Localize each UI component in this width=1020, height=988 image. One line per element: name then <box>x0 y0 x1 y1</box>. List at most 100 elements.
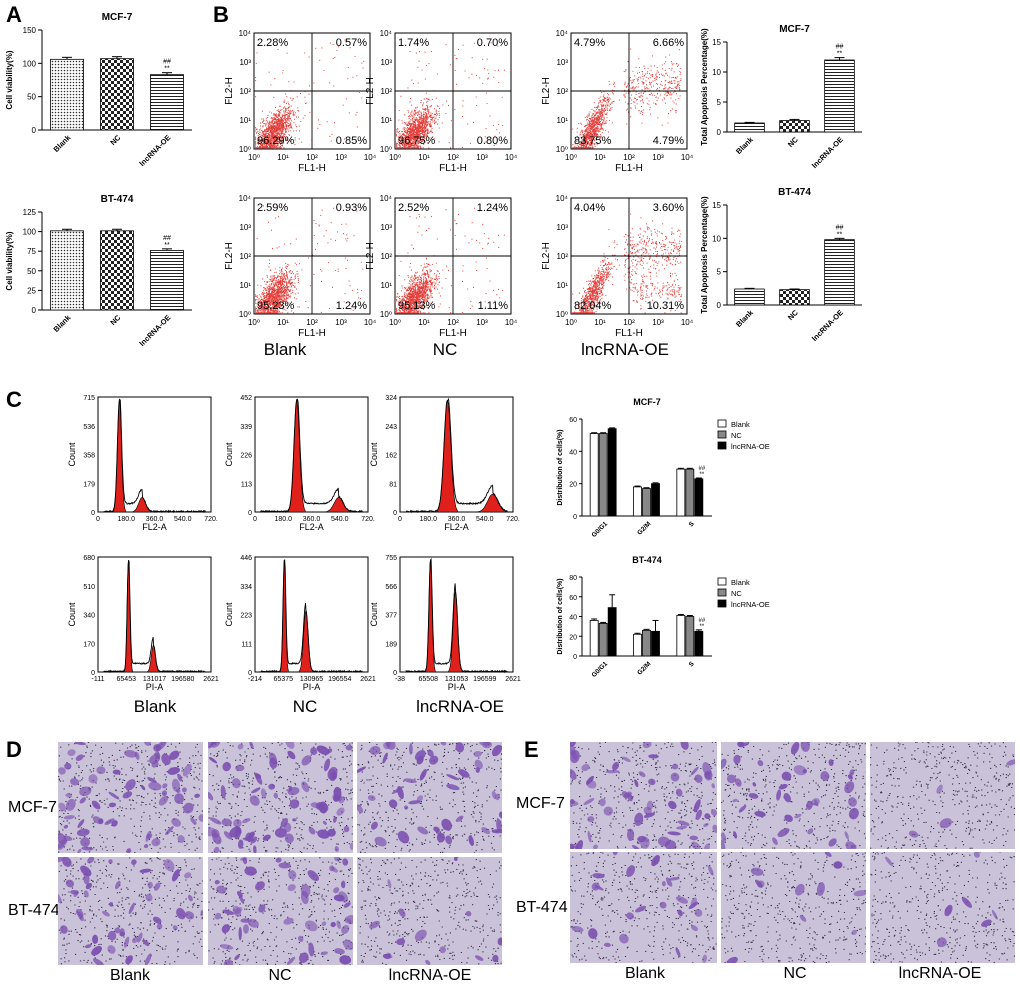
x-tick-label: 10¹ <box>594 318 606 327</box>
flow-scatter-plot <box>253 32 371 150</box>
y-tick-label: 0 <box>91 670 95 677</box>
y-axis-label: Count <box>369 442 379 467</box>
y-tick-label: 10⁴ <box>556 29 569 38</box>
bar <box>651 483 660 517</box>
quadrant-ur: 0.57% <box>336 37 367 49</box>
micrograph-e-mcf7-blank <box>570 742 717 849</box>
histogram-outline <box>260 559 363 674</box>
y-tick-label: 20 <box>569 634 577 641</box>
y-axis-label: FL2-H <box>365 77 376 105</box>
x-axis-label: FL2-A <box>299 522 324 532</box>
y-tick-label: 5 <box>717 268 722 277</box>
micrograph-image <box>357 742 502 853</box>
quadrant-lr: 1.24% <box>336 300 367 312</box>
y-tick-label: 10² <box>380 252 392 261</box>
y-tick-label: 340 <box>83 613 95 620</box>
bar <box>694 630 704 657</box>
y-tick-label: 10⁰ <box>239 310 251 319</box>
x-tick-label: 10⁰ <box>248 153 260 162</box>
micrograph-image <box>721 852 866 963</box>
plot-frame <box>254 556 369 673</box>
legend-label: lncRNA-OE <box>731 442 770 451</box>
x-tick-label: 10¹ <box>418 153 430 162</box>
y-tick-label: 0 <box>717 128 722 137</box>
legend-swatch <box>717 419 727 428</box>
condition-label-nc-d: NC <box>268 967 292 984</box>
legend-swatch <box>717 599 727 608</box>
scatter-points <box>255 39 365 149</box>
x-tick-label: NC <box>786 135 800 149</box>
bar <box>633 486 642 517</box>
micrograph-image <box>58 857 203 965</box>
x-axis-label: FL1-H <box>439 163 467 174</box>
quadrant-ll: 82.04% <box>574 300 612 312</box>
y-tick-label: 170 <box>83 641 95 648</box>
y-tick-label: 10³ <box>556 58 568 67</box>
x-tick-label: 131017 <box>143 676 166 683</box>
panel-label-a: A <box>6 2 22 27</box>
quadrant-ur: 1.24% <box>477 202 508 214</box>
x-tick-label: 10³ <box>335 153 347 162</box>
x-tick-label: -111 <box>92 676 105 683</box>
cell-cycle-histogram <box>254 556 369 674</box>
y-axis-label: Total Apoptosis Percentage(%) <box>700 196 709 314</box>
micrograph-e-bt474-oe <box>870 852 1015 963</box>
x-tick-label: 720. <box>506 516 520 523</box>
quadrant-ul: 2.52% <box>398 202 429 214</box>
x-tick-label: lncRNA-OE <box>137 313 172 348</box>
x-tick-label: 10² <box>447 318 459 327</box>
x-axis-label: FL2-A <box>444 522 469 532</box>
x-tick-label: 10³ <box>476 318 488 327</box>
y-tick-label: 566 <box>385 584 397 591</box>
x-tick-label: Blank <box>52 312 73 333</box>
x-tick-label: -214 <box>248 676 262 683</box>
y-tick-label: 15 <box>712 38 721 47</box>
legend-label: NC <box>731 431 742 440</box>
y-tick-label: 81 <box>389 481 397 488</box>
y-axis-label: FL2-H <box>541 77 552 105</box>
x-tick-label: lncRNA-OE <box>810 308 845 343</box>
chart-title: MCF-7 <box>633 397 661 407</box>
condition-label-oe-c: lncRNA-OE <box>416 697 504 716</box>
y-tick-label: 10¹ <box>239 116 251 125</box>
micrograph-d-mcf7-oe <box>357 742 502 853</box>
scatter-points <box>255 203 364 314</box>
x-tick-label: lncRNA-OE <box>810 135 845 170</box>
x-tick-label: 0 <box>96 516 100 523</box>
y-tick-label: 10⁴ <box>239 194 252 203</box>
x-tick-label: 10⁰ <box>248 318 260 327</box>
x-tick-label: NC <box>108 133 122 147</box>
x-tick-label: 10² <box>447 153 459 162</box>
micrograph-image <box>208 857 353 965</box>
y-axis-label: Count <box>67 442 77 467</box>
panel-label-e: E <box>524 737 539 762</box>
y-tick-label: 10² <box>239 87 251 96</box>
cell-cycle-histogram <box>97 556 212 674</box>
scatter-points <box>396 39 505 149</box>
x-tick-label: 10⁴ <box>505 318 518 327</box>
y-axis-label: Cell viability(%) <box>5 50 14 109</box>
x-tick-label: 10⁴ <box>505 153 518 162</box>
y-tick-label: 10⁰ <box>380 310 392 319</box>
y-axis-label: Count <box>224 442 234 467</box>
y-tick-label: 10³ <box>556 223 568 232</box>
legend-swatch <box>717 577 727 586</box>
x-tick-label: Blank <box>734 307 755 328</box>
x-tick-label: 180.0 <box>419 516 437 523</box>
bar <box>685 468 695 517</box>
x-tick-label: 10⁰ <box>565 318 577 327</box>
condition-label-blank-e: Blank <box>624 965 666 982</box>
histogram-outline <box>260 398 363 513</box>
y-tick-label: 334 <box>240 584 252 591</box>
micrograph-e-mcf7-nc <box>721 742 866 849</box>
micrograph-image <box>721 742 866 849</box>
y-axis-label: FL2-H <box>365 242 376 270</box>
quadrant-ll: 95.13% <box>398 300 436 312</box>
y-tick-label: 150 <box>23 26 37 35</box>
y-tick-label: 10² <box>556 252 568 261</box>
y-tick-label: 10⁰ <box>556 145 568 154</box>
legend-swatch <box>717 588 727 597</box>
y-tick-label: 162 <box>385 453 397 460</box>
x-tick-label: 0 <box>253 516 257 523</box>
row-label-mcf7-e: MCF-7 <box>516 795 565 812</box>
